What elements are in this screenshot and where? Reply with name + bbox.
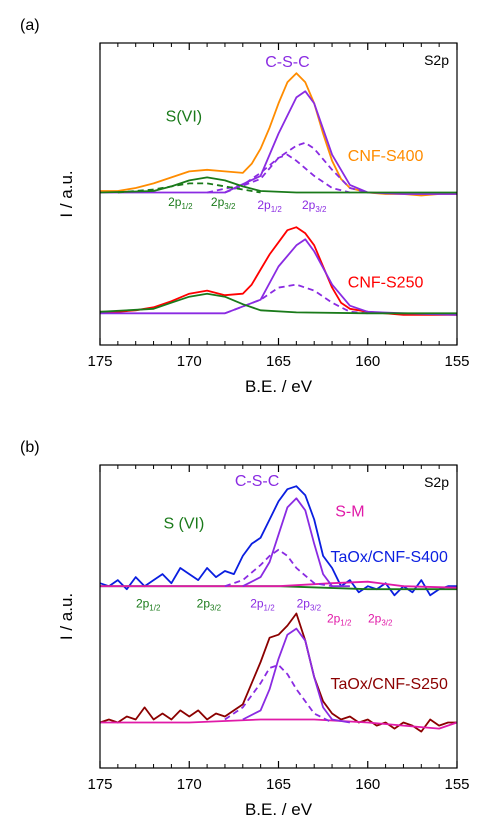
series-line xyxy=(99,176,457,194)
annotation-subscript: 3/2 xyxy=(315,205,327,214)
annotation-subscript: 3/2 xyxy=(381,619,393,628)
corner-label: S2p xyxy=(424,474,449,490)
annotation-subscript: 1/2 xyxy=(271,205,283,214)
x-tick-label: 160 xyxy=(355,353,380,370)
annotation-label: S(VI) xyxy=(166,109,202,126)
panel-b: (b) 175 170 165 160 155 B.E. / eV I / a.u. S2p C-… xyxy=(20,439,470,819)
panel-label: (b) xyxy=(20,439,40,456)
annotation-subscript: 3/2 xyxy=(210,603,222,612)
orbital-label: 2p1/2 xyxy=(250,596,275,612)
x-axis-label: B.E. / eV xyxy=(245,377,313,396)
x-tick-label: 165 xyxy=(266,353,291,370)
orbital-label: 2p1/2 xyxy=(257,198,282,214)
annotation-label: C-S-C xyxy=(235,473,279,490)
x-tick-label: 170 xyxy=(177,353,202,370)
annotation-label: C-S-C xyxy=(265,54,309,71)
orbital-label: 2p3/2 xyxy=(302,198,327,214)
annotation-text: 2p xyxy=(136,596,150,610)
annotation-text: 2p xyxy=(197,596,211,610)
annotation-subscript: 1/2 xyxy=(340,619,352,628)
annotation-text: CNF-S250 xyxy=(348,275,424,292)
annotation-text: S (VI) xyxy=(163,516,204,533)
annotation-label: TaOx/CNF-S250 xyxy=(330,676,447,693)
series-line xyxy=(100,238,458,316)
annotation-text: 2p xyxy=(368,612,382,626)
x-tick-label: 165 xyxy=(266,776,291,793)
annotation-label: TaOx/CNF-S400 xyxy=(330,549,447,566)
annotation-text: TaOx/CNF-S400 xyxy=(330,549,447,566)
annotation-label: CNF-S400 xyxy=(348,148,424,165)
series-line xyxy=(100,718,458,730)
series-line xyxy=(100,90,457,195)
annotation-text: C-S-C xyxy=(265,54,309,71)
annotation-subscript: 1/2 xyxy=(181,202,193,211)
series-line xyxy=(224,548,333,588)
series-line xyxy=(117,182,261,194)
panel-a: (a) 175 170 165 160 155 B.E. / eV I / a.u. S2p C-… xyxy=(20,17,470,396)
panel-label: (a) xyxy=(20,17,40,34)
annotation-text: 2p xyxy=(168,195,182,209)
series-line xyxy=(100,226,457,316)
annotation-text: 2p xyxy=(250,596,264,610)
y-axis-label: I / a.u. xyxy=(57,170,76,217)
annotation-text: 2p xyxy=(297,596,311,610)
annotation-text: 2p xyxy=(327,612,341,626)
annotation-label: CNF-S250 xyxy=(348,275,424,292)
x-tick-label: 155 xyxy=(444,353,469,370)
annotation-text: S(VI) xyxy=(166,109,202,126)
orbital-label: 2p1/2 xyxy=(168,195,193,211)
x-tick-label: 155 xyxy=(444,776,469,793)
x-tick-label: 175 xyxy=(87,776,112,793)
x-tick-label: 160 xyxy=(355,776,380,793)
x-tick-label: 175 xyxy=(87,353,112,370)
series-line xyxy=(242,627,351,724)
annotation-subscript: 3/2 xyxy=(224,202,236,211)
annotation-subscript: 1/2 xyxy=(149,603,161,612)
annotation-label: S (VI) xyxy=(163,516,204,533)
series-line xyxy=(242,497,350,588)
orbital-label: 2p3/2 xyxy=(211,195,236,211)
annotation-subscript: 1/2 xyxy=(264,603,276,612)
x-axis-label: B.E. / eV xyxy=(245,800,313,819)
annotation-text: S-M xyxy=(335,504,364,521)
annotation-text: 2p xyxy=(211,195,225,209)
orbital-label: 2p3/2 xyxy=(368,612,393,628)
annotation-label: S-M xyxy=(335,504,364,521)
series-line xyxy=(224,141,369,194)
orbital-label: 2p1/2 xyxy=(136,596,161,612)
x-tick-label: 170 xyxy=(177,776,202,793)
series-line xyxy=(99,292,457,315)
annotation-text: 2p xyxy=(302,198,316,212)
y-axis-label: I / a.u. xyxy=(57,593,76,640)
series-line xyxy=(206,153,351,194)
orbital-label: 2p3/2 xyxy=(197,596,222,612)
annotation-text: TaOx/CNF-S250 xyxy=(330,676,447,693)
series-line xyxy=(99,485,457,597)
annotation-text: CNF-S400 xyxy=(348,148,424,165)
orbital-label: 2p1/2 xyxy=(327,612,352,628)
annotation-subscript: 3/2 xyxy=(310,603,322,612)
annotation-text: C-S-C xyxy=(235,473,279,490)
series-line xyxy=(224,283,368,315)
annotation-text: 2p xyxy=(257,198,271,212)
series-line xyxy=(100,580,458,589)
orbital-label: 2p3/2 xyxy=(297,596,322,612)
series-line xyxy=(99,612,457,733)
corner-label: S2p xyxy=(424,52,449,68)
series-line xyxy=(224,664,333,724)
